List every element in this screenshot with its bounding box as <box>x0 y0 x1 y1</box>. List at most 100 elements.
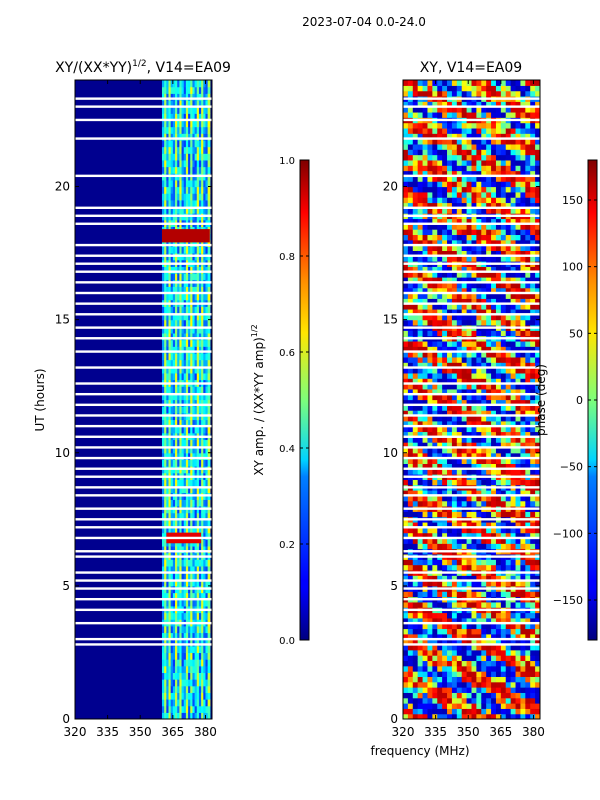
heatmap-cell <box>183 372 187 381</box>
heatmap-cell <box>476 250 482 257</box>
heatmap-cell <box>461 644 468 651</box>
heatmap-cell <box>466 202 473 209</box>
heatmap-cell <box>471 687 477 693</box>
heatmap-cell <box>177 479 180 487</box>
heatmap-cell <box>471 681 477 688</box>
heatmap-cell <box>491 197 497 204</box>
heatmap-cell <box>491 175 497 182</box>
heatmap-cell <box>437 655 443 662</box>
heatmap-cell <box>461 681 468 688</box>
heatmap-cell <box>407 293 414 299</box>
heatmap-cell <box>407 649 414 656</box>
heatmap-cell <box>161 113 165 121</box>
data-gap-line <box>75 118 212 122</box>
heatmap-cell <box>437 250 443 257</box>
heatmap-cell <box>166 179 170 188</box>
heatmap-cell <box>168 512 172 520</box>
heatmap-cell <box>417 399 424 406</box>
heatmap-cell <box>437 511 443 518</box>
heatmap-cell <box>491 314 497 321</box>
heatmap-cell <box>476 511 482 518</box>
heatmap-cell <box>188 346 191 354</box>
heatmap-cell <box>447 532 453 539</box>
heatmap-cell <box>203 459 207 467</box>
heatmap-cell <box>466 404 473 411</box>
heatmap-cell <box>495 415 502 422</box>
heatmap-cell <box>466 442 473 449</box>
heatmap-cell <box>179 692 183 700</box>
heatmap-cell <box>188 166 191 174</box>
heatmap-cell <box>407 521 414 528</box>
heatmap-cell <box>491 356 497 363</box>
heatmap-cell <box>451 458 458 464</box>
heatmap-cell <box>471 165 477 172</box>
heatmap-cell <box>486 218 492 225</box>
heatmap-cell <box>188 559 191 567</box>
heatmap-cell <box>422 394 429 401</box>
heatmap-cell <box>461 649 468 656</box>
heatmap-cell <box>407 202 414 209</box>
heatmap-cell <box>422 170 429 177</box>
heatmap-cell <box>181 699 185 707</box>
heatmap-cell <box>432 159 438 166</box>
heatmap-cell <box>471 623 477 630</box>
heatmap-cell <box>183 672 187 680</box>
heatmap-cell <box>442 90 448 97</box>
heatmap-cell <box>466 101 473 108</box>
heatmap-cell <box>451 426 458 433</box>
heatmap-cell <box>161 685 165 693</box>
heatmap-cell <box>412 452 419 459</box>
heatmap-cell <box>172 652 176 660</box>
heatmap-cell <box>461 181 468 188</box>
heatmap-cell <box>166 392 170 401</box>
heatmap-cell <box>427 410 433 417</box>
heatmap-cell <box>461 165 468 172</box>
heatmap-cell <box>205 559 209 567</box>
heatmap-cell <box>198 426 202 434</box>
heatmap-cell <box>164 113 167 121</box>
heatmap-cell <box>181 592 185 600</box>
heatmap-cell <box>181 80 185 88</box>
heatmap-cell <box>177 93 180 101</box>
heatmap-cell <box>422 479 429 486</box>
heatmap-cell <box>422 234 429 241</box>
data-gap-line <box>75 214 212 217</box>
heatmap-cell <box>198 286 202 294</box>
heatmap-cell <box>412 154 419 161</box>
heatmap-cell <box>437 266 443 273</box>
data-gap-line <box>75 313 212 316</box>
heatmap-cell <box>515 665 522 672</box>
heatmap-cell <box>179 199 183 208</box>
heatmap-cell <box>417 266 424 273</box>
heatmap-cell <box>164 486 167 494</box>
heatmap-cell <box>442 175 448 182</box>
heatmap-cell <box>188 113 191 121</box>
heatmap-cell <box>442 681 448 688</box>
heatmap-cell <box>181 332 185 341</box>
heatmap-cell <box>442 170 448 177</box>
heatmap-cell <box>495 133 502 140</box>
data-gap-line <box>75 621 212 625</box>
heatmap-cell <box>412 415 419 422</box>
heatmap-cell <box>486 442 492 449</box>
heatmap-cell <box>447 239 453 246</box>
heatmap-cell <box>451 133 458 140</box>
heatmap-cell <box>183 319 187 327</box>
heatmap-cell <box>188 312 191 321</box>
heatmap-cell <box>437 293 443 299</box>
heatmap-cell <box>422 383 429 390</box>
heatmap-cell <box>179 705 183 713</box>
heatmap-cell <box>500 495 507 502</box>
heatmap-cell <box>190 346 194 354</box>
amplitude-colorbar-gradient <box>299 159 310 641</box>
heatmap-cell <box>505 537 512 544</box>
heatmap-cell <box>403 133 409 140</box>
heatmap-cell <box>192 206 196 214</box>
heatmap-cell <box>179 632 183 640</box>
heatmap-cell <box>500 138 507 145</box>
heatmap-cell <box>417 282 424 289</box>
heatmap-cell <box>476 708 482 715</box>
heatmap-cell <box>172 712 176 719</box>
heatmap-cell <box>164 625 167 634</box>
heatmap-cell <box>442 442 448 449</box>
